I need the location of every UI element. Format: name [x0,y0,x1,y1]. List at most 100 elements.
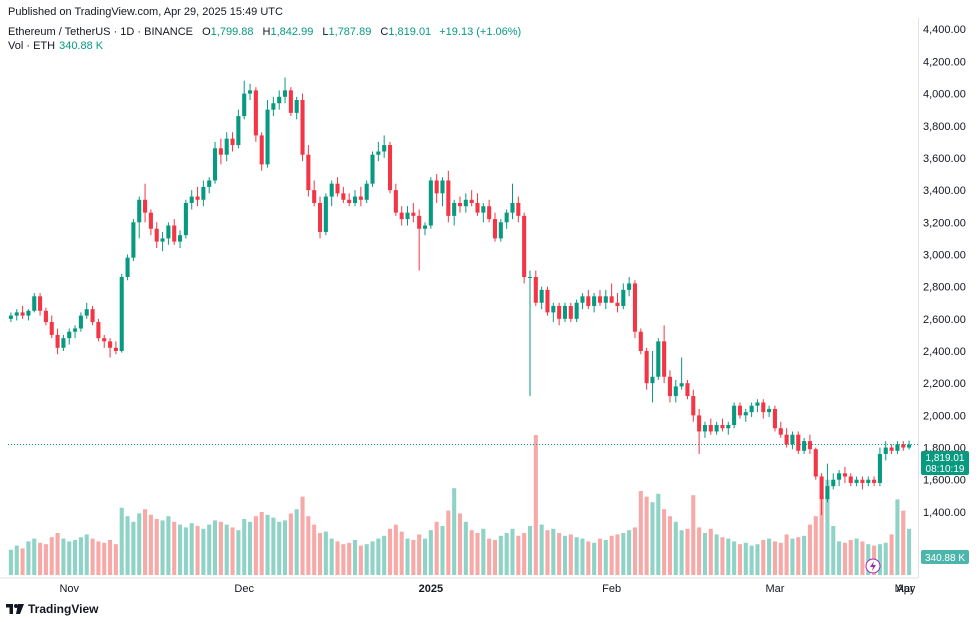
price-tick: 2,800.00 [923,282,966,294]
candle-body [504,212,509,223]
candle-body [813,449,818,477]
candle-body [160,238,165,242]
published-note: Published on TradingView.com, Apr 29, 20… [8,6,283,18]
tradingview-logo-icon [6,604,24,614]
candle-body [376,151,381,155]
candle-body [516,202,521,216]
candle-body [691,396,696,416]
volume-bar [767,538,772,575]
candle-body [866,479,871,483]
time-tick: Apr [896,583,913,595]
candle-body [108,341,113,348]
candle-body [609,296,614,303]
candle-body [166,225,171,239]
volume-bar [428,530,433,575]
price-tick: 3,200.00 [923,217,966,229]
candle-body [288,90,293,113]
candle-body [306,154,311,191]
volume-bar [67,541,72,575]
candle-body [877,453,882,483]
candle-body [393,190,398,213]
volume-bar [463,521,468,575]
volume-bar [160,520,165,575]
volume-bar [889,534,894,575]
candle-body [580,296,585,303]
candle-body [364,183,369,200]
change-value: +19.13 (+1.06%) [439,26,522,38]
candle-body [38,296,43,311]
candle-body [271,103,276,110]
candle-body [102,338,107,342]
volume-bar [387,528,393,575]
candle-body [883,447,888,454]
candle-body [20,312,25,316]
volume-bar [8,549,13,575]
symbol-label[interactable]: Ethereum / TetherUS · 1D · BINANCE [8,26,194,38]
volume-bar [32,538,37,575]
volume-bar [143,509,148,575]
candle-body [73,328,78,332]
candle-body [802,441,807,451]
volume-bar [802,535,807,575]
volume-bar [662,509,667,575]
volume-bar [749,545,754,575]
volume-label[interactable]: Vol · ETH [8,40,56,52]
volume-bar [341,544,346,575]
volume-bar [813,516,818,575]
volume-bar [778,542,783,575]
candle-body [860,479,865,483]
volume-bar [399,531,404,575]
volume-bar [347,542,352,575]
candle-body [125,257,130,277]
volume-bar [469,530,474,575]
price-axis-divider [918,18,919,578]
candle-body [761,402,766,413]
candle-body [732,405,737,426]
volume-bar [440,526,445,575]
volume-bars [8,435,912,575]
volume-bar [883,542,888,575]
price-tick: 2,200.00 [923,378,966,390]
candle-body [574,302,579,319]
volume-bar [615,534,620,575]
candle-body [825,486,830,500]
candle-body [819,476,824,500]
candle-body [183,202,188,236]
candle-body [831,479,836,487]
volume-bar [358,545,363,575]
volume-bar [207,524,212,575]
time-tick: Mar [765,583,784,595]
high-label: H [262,26,271,38]
candle-body [14,312,19,316]
candle-body [702,425,707,432]
volume-bar [697,527,702,575]
candle-body [533,277,538,303]
volume-bar [481,528,486,575]
volume-bar [866,544,871,575]
candle-body [481,206,486,213]
candle-body [218,148,223,155]
volume-bar [61,538,66,575]
volume-bar [632,527,638,575]
volume-bar [627,530,632,575]
volume-bar [574,537,579,575]
volume-bar [597,538,603,575]
candle-body [440,180,445,194]
volume-bar [545,530,550,575]
volume-bar [837,541,842,575]
candle-body [807,441,812,450]
price-tick: 4,000.00 [923,89,966,101]
volume-bar [393,524,398,575]
candle-body [539,289,544,303]
lightning-icon[interactable] [865,558,881,574]
candle-body [475,202,480,213]
candle-body [143,199,148,213]
open-label: O [202,26,211,38]
volume-bar [282,520,288,575]
volume-bar [90,538,95,575]
volume-bar [253,516,258,575]
candle-body [679,383,684,387]
volume-bar [422,538,428,575]
candle-body [90,309,95,323]
